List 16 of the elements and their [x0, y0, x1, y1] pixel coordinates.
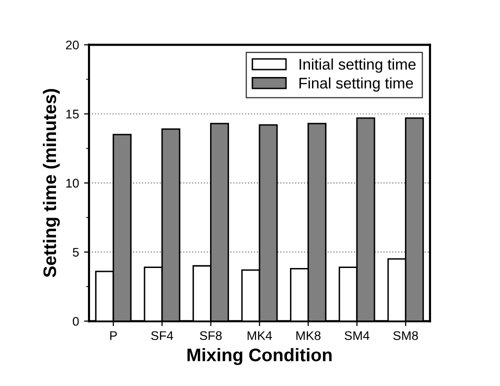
x-tick-label: SF4 — [151, 331, 174, 340]
x-tick-label: SM8 — [393, 331, 418, 340]
x-axis-title: Mixing Condition — [188, 348, 332, 365]
x-tick-label: MK8 — [296, 331, 321, 340]
x-tick-label: SF8 — [200, 331, 222, 340]
x-tick-label: SM4 — [344, 331, 370, 340]
legend-label: Final setting time — [299, 77, 414, 92]
y-tick-label: 20 — [66, 40, 79, 50]
x-tick-label: MK4 — [248, 331, 272, 340]
y-tick-label: 10 — [66, 178, 79, 188]
y-axis-title: Setting time (minutes) — [42, 89, 60, 278]
legend-label: Initial setting time — [300, 58, 416, 73]
x-tick-label: P — [110, 331, 117, 340]
y-tick-label: 0 — [72, 316, 79, 326]
y-tick-label: 5 — [72, 248, 79, 257]
y-tick-label: 15 — [66, 110, 79, 119]
